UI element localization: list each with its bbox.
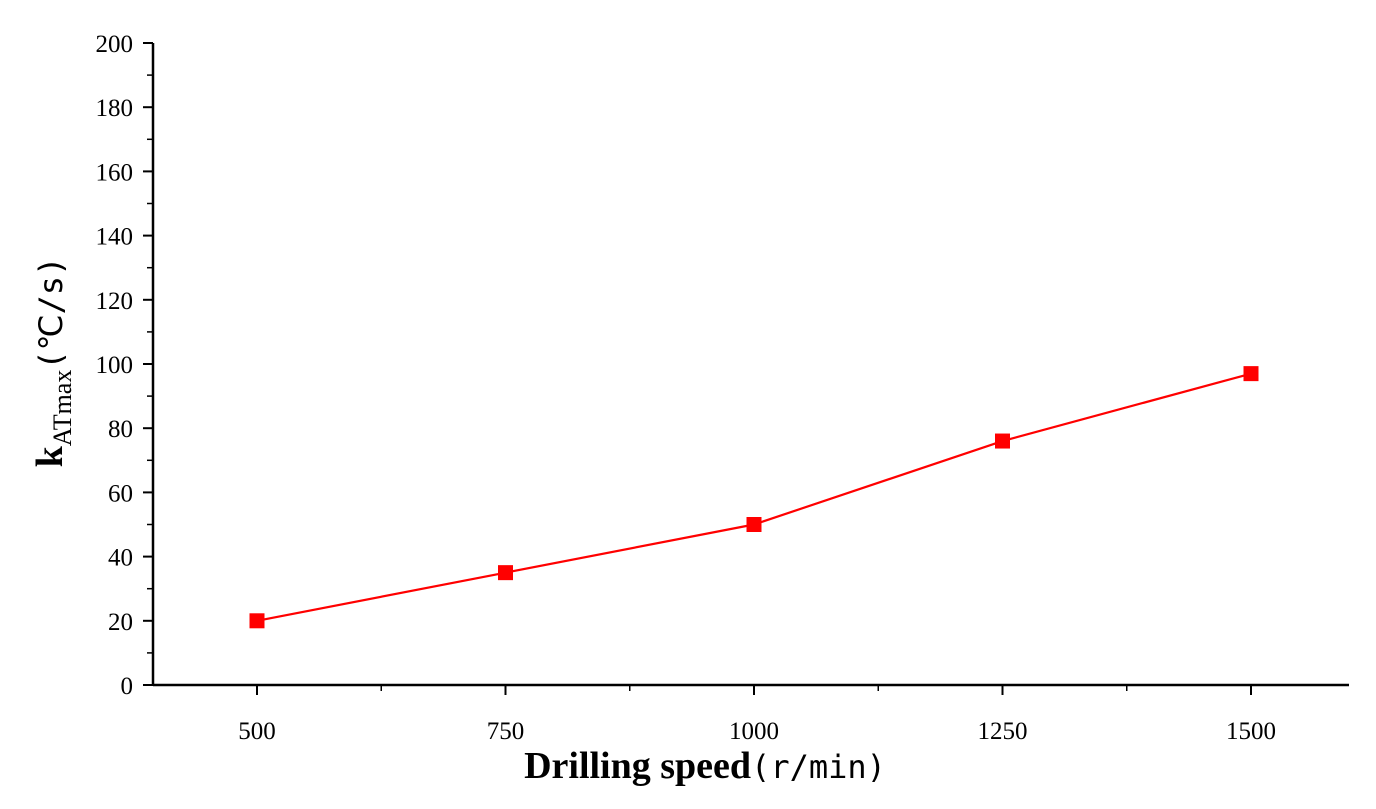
x-tick-label: 500 [238, 718, 276, 745]
y-tick-label: 140 [96, 224, 134, 251]
data-point-marker [498, 565, 513, 581]
y-tick-label: 100 [96, 352, 134, 379]
x-axis-title-text: Drilling speed [524, 745, 751, 787]
data-point-marker [746, 517, 762, 532]
y-axis-title: kATmax(℃/s) [29, 257, 77, 468]
x-axis-title: Drilling speed(r/min) [524, 745, 886, 787]
y-tick-label: 40 [108, 545, 133, 572]
y-tick-label: 60 [108, 480, 133, 507]
y-tick-label: 0 [121, 673, 134, 700]
x-tick-label: 1000 [729, 718, 779, 745]
y-axis-title-main: k [29, 445, 71, 467]
y-tick-label: 80 [108, 416, 133, 443]
data-point-marker [249, 613, 265, 629]
series-layer [249, 366, 1259, 629]
data-point-marker [1243, 366, 1259, 382]
x-axis-ticks: 500 750 1000 1250 1500 [238, 685, 1276, 745]
y-tick-label: 200 [96, 31, 134, 58]
x-tick-label: 1500 [1226, 718, 1276, 745]
y-axis-unit: (℃/s) [32, 257, 70, 370]
x-axis-unit: (r/min) [751, 748, 886, 786]
data-point-marker [995, 433, 1010, 449]
x-tick-label: 1250 [978, 718, 1028, 745]
y-tick-label: 180 [96, 95, 134, 122]
y-tick-label: 120 [96, 288, 134, 315]
y-tick-label: 160 [96, 159, 134, 186]
y-axis-ticks: 0 20 40 60 80 100 120 140 160 180 200 [96, 31, 153, 700]
x-tick-label: 750 [487, 718, 525, 745]
y-axis-title-subscript: ATmax [48, 370, 77, 447]
series-line [256, 372, 1252, 622]
y-tick-label: 20 [108, 609, 133, 636]
